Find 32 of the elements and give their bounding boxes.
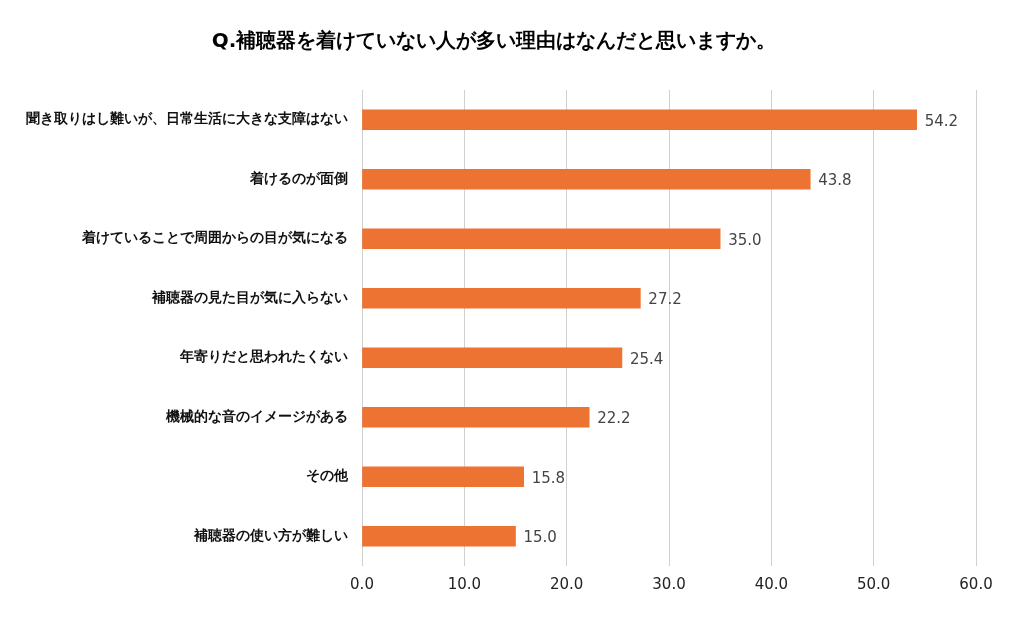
x-tick-label: 30.0	[652, 574, 686, 593]
x-tick-label: 40.0	[754, 574, 789, 593]
y-tick-label: 着けていることで周囲からの目が気になる	[81, 229, 348, 246]
data-label: 15.8	[531, 468, 566, 487]
x-tick-label: 0.0	[350, 574, 374, 593]
bar	[362, 287, 641, 309]
bar	[362, 168, 811, 190]
bar	[362, 525, 516, 547]
bar	[362, 466, 525, 488]
y-tick-label: 年寄りだと思われたくない	[179, 348, 348, 365]
y-tick-label: 聞き取りはし難いが、日常生活に大きな支障はない	[26, 110, 348, 127]
x-tick-label: 20.0	[549, 574, 584, 593]
data-label: 54.2	[924, 111, 959, 130]
data-label: 15.0	[523, 528, 557, 547]
data-label: 22.2	[597, 409, 631, 428]
y-tick-label: 機械的な音のイメージがある	[165, 407, 348, 424]
x-tick-label: 10.0	[447, 574, 482, 593]
bar	[362, 406, 590, 428]
y-tick-label: 着けるのが面倒	[249, 169, 348, 186]
bar	[362, 347, 623, 369]
y-tick-label: 補聴器の見た目が気に入らない	[151, 288, 348, 305]
y-tick-label: 補聴器の使い方が難しい	[193, 526, 348, 543]
data-label: 35.0	[728, 230, 762, 249]
x-tick-label: 60.0	[959, 574, 993, 593]
chart-title: Q.補聴器を着けていない人が多い理由はなんだと思いますか。	[211, 28, 777, 53]
y-tick-label: その他	[306, 467, 349, 484]
bar	[362, 228, 721, 250]
x-tick-label: 50.0	[856, 574, 891, 593]
data-label: 27.2	[648, 290, 682, 309]
data-label: 25.4	[629, 349, 664, 368]
data-label: 43.8	[818, 171, 852, 190]
bar	[362, 109, 917, 131]
